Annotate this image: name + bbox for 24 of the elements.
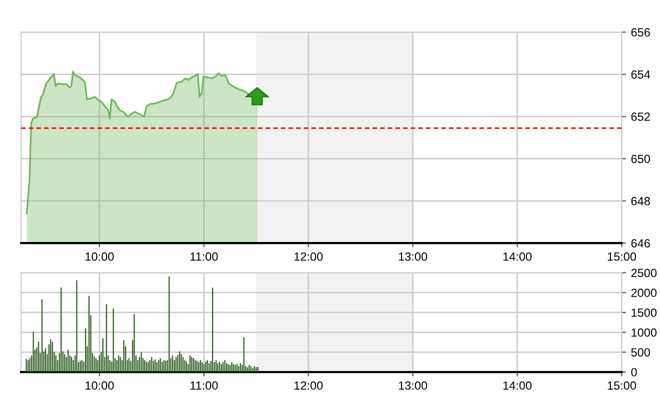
x-tick-label: 15:00: [608, 381, 636, 390]
y-tick-label: 1500: [632, 308, 657, 317]
y-tick-label: 500: [631, 348, 650, 357]
x-tick-label: 13:00: [398, 381, 428, 390]
y-tick-label: 2500: [631, 268, 657, 278]
x-tick-label: 10:00: [86, 252, 114, 261]
x-tick-label: 11:00: [190, 381, 218, 390]
y-tick-label: 648: [631, 196, 650, 206]
x-tick-label: 14:00: [503, 252, 532, 261]
y-tick-label: 0: [631, 368, 637, 376]
x-tick-label: 11:00: [190, 252, 218, 261]
x-tick-label: 15:00: [608, 252, 636, 261]
x-tick-label: 10:00: [86, 381, 114, 390]
x-tick-label: 14:00: [503, 381, 532, 390]
y-tick-label: 1000: [632, 328, 657, 337]
x-tick-label: 12:00: [294, 381, 323, 390]
y-tick-label: 654: [631, 70, 650, 79]
x-tick-label: 13:00: [398, 252, 428, 261]
y-tick-label: 650: [631, 154, 650, 164]
y-tick-label: 656: [631, 28, 650, 37]
y-tick-label: 2000: [631, 288, 657, 297]
y-tick-label: 646: [631, 239, 650, 248]
y-tick-label: 652: [631, 112, 650, 121]
x-tick-label: 12:00: [294, 252, 323, 261]
